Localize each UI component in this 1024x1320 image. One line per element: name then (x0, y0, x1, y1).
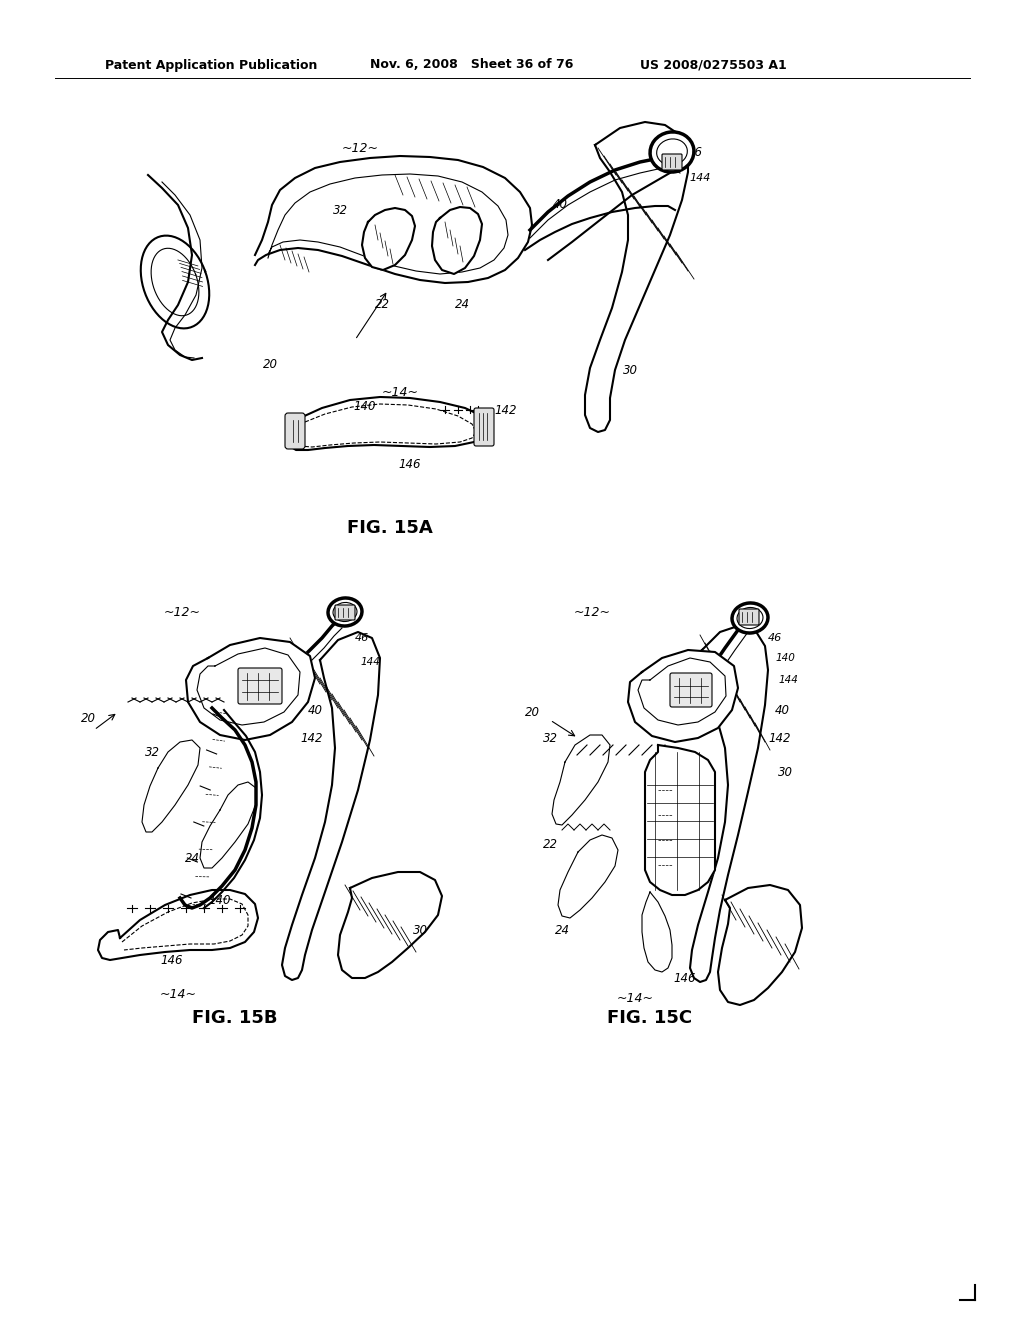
Text: ~12~: ~12~ (573, 606, 610, 619)
Text: ~12~: ~12~ (341, 141, 379, 154)
Polygon shape (552, 735, 610, 825)
Polygon shape (142, 741, 200, 832)
Polygon shape (98, 890, 258, 960)
Text: 30: 30 (413, 924, 427, 936)
Text: FIG. 15B: FIG. 15B (193, 1008, 278, 1027)
Text: 20: 20 (262, 359, 278, 371)
FancyBboxPatch shape (662, 154, 682, 170)
Text: ~14~: ~14~ (616, 991, 653, 1005)
Text: 146: 146 (398, 458, 421, 471)
Polygon shape (645, 744, 715, 895)
Text: US 2008/0275503 A1: US 2008/0275503 A1 (640, 58, 786, 71)
Polygon shape (718, 884, 802, 1005)
Polygon shape (432, 207, 482, 275)
FancyBboxPatch shape (238, 668, 282, 704)
Polygon shape (338, 873, 442, 978)
Text: 46: 46 (768, 634, 782, 643)
FancyBboxPatch shape (285, 413, 305, 449)
Ellipse shape (328, 598, 361, 626)
Text: 142: 142 (769, 731, 792, 744)
Text: ~14~: ~14~ (382, 385, 419, 399)
Text: ~12~: ~12~ (164, 606, 201, 619)
Text: 32: 32 (333, 203, 347, 216)
FancyBboxPatch shape (335, 605, 355, 620)
Polygon shape (200, 781, 256, 869)
FancyBboxPatch shape (670, 673, 712, 708)
Polygon shape (642, 892, 672, 972)
FancyBboxPatch shape (474, 408, 494, 446)
Text: 24: 24 (184, 851, 200, 865)
Text: 40: 40 (307, 704, 323, 717)
Polygon shape (286, 397, 488, 450)
Text: 142: 142 (495, 404, 517, 417)
Polygon shape (362, 209, 415, 271)
Text: 144: 144 (360, 657, 380, 667)
Polygon shape (558, 836, 618, 917)
Text: FIG. 15C: FIG. 15C (607, 1008, 692, 1027)
Text: 144: 144 (778, 675, 798, 685)
Text: 140: 140 (353, 400, 376, 413)
Text: Patent Application Publication: Patent Application Publication (105, 58, 317, 71)
Text: 144: 144 (689, 173, 711, 183)
Text: 24: 24 (555, 924, 569, 936)
Polygon shape (282, 632, 380, 979)
Text: 140: 140 (209, 894, 231, 907)
Ellipse shape (732, 603, 768, 634)
Text: 142: 142 (301, 731, 324, 744)
Text: 40: 40 (553, 198, 567, 211)
Polygon shape (628, 649, 738, 742)
Text: 30: 30 (623, 363, 638, 376)
Text: 140: 140 (775, 653, 795, 663)
Text: 22: 22 (375, 298, 389, 312)
Ellipse shape (650, 132, 694, 172)
Text: FIG. 15A: FIG. 15A (347, 519, 433, 537)
Text: 30: 30 (777, 766, 793, 779)
Text: 40: 40 (774, 704, 790, 717)
Text: 32: 32 (144, 746, 160, 759)
Text: 22: 22 (543, 838, 557, 851)
Text: 46: 46 (355, 634, 369, 643)
Text: 20: 20 (524, 705, 540, 718)
Text: 146: 146 (161, 953, 183, 966)
Text: ~14~: ~14~ (160, 987, 197, 1001)
Polygon shape (186, 638, 315, 741)
Polygon shape (585, 121, 688, 432)
Text: 146: 146 (674, 972, 696, 985)
Text: 46: 46 (687, 145, 702, 158)
Text: 32: 32 (543, 731, 557, 744)
Text: 20: 20 (81, 711, 95, 725)
Text: Nov. 6, 2008   Sheet 36 of 76: Nov. 6, 2008 Sheet 36 of 76 (370, 58, 573, 71)
Text: 24: 24 (455, 298, 469, 312)
FancyBboxPatch shape (739, 609, 759, 624)
Polygon shape (690, 626, 768, 982)
